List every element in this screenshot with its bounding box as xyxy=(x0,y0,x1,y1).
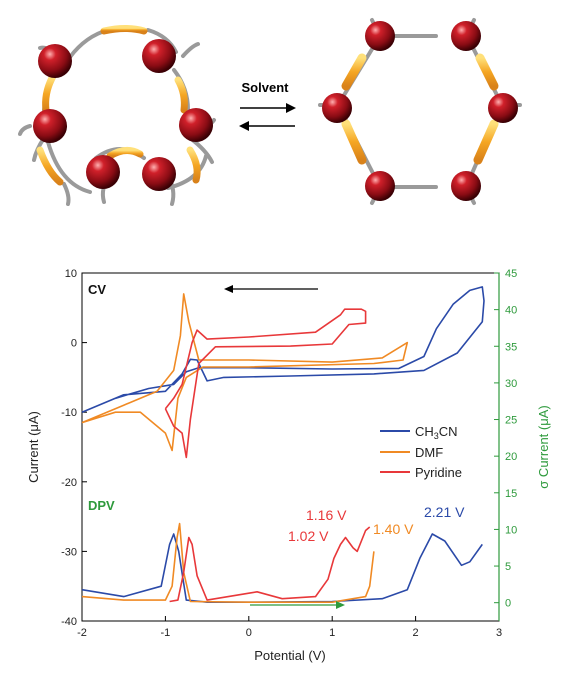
x-axis: -2 -1 0 1 2 3 xyxy=(77,616,502,639)
series-dpv-pyridine xyxy=(169,526,371,603)
y2-tick-label: 30 xyxy=(505,378,517,390)
y2-axis: 45 40 35 30 25 20 15 10 5 0 xyxy=(494,268,517,621)
svg-text:CH3CN: CH3CN xyxy=(415,424,458,441)
y-tick-label: -20 xyxy=(61,477,77,489)
y-tick-label: -40 xyxy=(61,616,77,628)
x-tick-label: 2 xyxy=(413,627,419,639)
y-tick-label: -30 xyxy=(61,546,77,558)
legend-entry-ch3cn: CH3CN xyxy=(380,424,458,441)
x-tick-label: 3 xyxy=(496,627,502,639)
x-tick-label: -1 xyxy=(161,627,171,639)
series-cv-pyridine xyxy=(164,308,367,459)
chart: -2 -1 0 1 2 3 100-10-20-30-40 454035302520151… xyxy=(26,268,551,663)
legend-label-ch3cn-sub: 3 xyxy=(434,431,439,441)
x-tick-label: 0 xyxy=(246,627,252,639)
solvent-label: Solvent xyxy=(242,80,290,95)
legend-label-pyridine: Pyridine xyxy=(415,465,462,480)
x-tick-label: 1 xyxy=(329,627,335,639)
y2-tick-label: 40 xyxy=(505,305,517,317)
legend-entry-dmf: DMF xyxy=(380,445,443,460)
y2-axis-title: σ Current (μA) xyxy=(536,405,551,488)
legend-label-dmf: DMF xyxy=(415,445,443,460)
cv-scan-arrow xyxy=(224,285,318,293)
legend-label-ch3cn-rest: CN xyxy=(439,424,458,439)
y-tick-label: 0 xyxy=(71,338,77,350)
legend-label-ch3cn: CH xyxy=(415,424,434,439)
y-tick-label: -10 xyxy=(61,407,77,419)
annotation-2-21v: 2.21 V xyxy=(424,504,465,520)
y-tick-label: 10 xyxy=(65,268,77,280)
y2-tick-label: 0 xyxy=(505,598,511,610)
y2-tick-label: 5 xyxy=(505,561,511,573)
x-axis-title: Potential (V) xyxy=(254,648,326,663)
y2-tick-label: 15 xyxy=(505,488,517,500)
x-tick-label: -2 xyxy=(77,627,87,639)
y-axis: 10 0 -10 -20 -30 -40 xyxy=(61,268,87,628)
series-cv-ch3cn xyxy=(81,286,485,413)
equilibrium-arrows: Solvent xyxy=(239,80,296,131)
triangle-schematic xyxy=(18,25,216,206)
y-axis-title: Current (μA) xyxy=(26,411,41,483)
y2-tick-label: 35 xyxy=(505,341,517,353)
legend: CH3CN DMF Pyridine xyxy=(380,424,462,480)
cv-panel-label: CV xyxy=(88,282,106,297)
series-cv-dmf xyxy=(81,293,409,452)
series-dpv-dmf xyxy=(81,522,375,603)
legend-entry-pyridine: Pyridine xyxy=(380,465,462,480)
y2-tick-label: 20 xyxy=(505,451,517,463)
annotation-1-02v: 1.02 V xyxy=(288,528,329,544)
series-dpv-ch3cn xyxy=(81,533,483,603)
dpv-scan-arrow xyxy=(250,601,345,609)
y2-tick-label: 10 xyxy=(505,524,517,536)
y2-tick-label: 45 xyxy=(505,268,517,280)
y2-tick-label: 25 xyxy=(505,415,517,427)
annotation-1-16v: 1.16 V xyxy=(306,507,347,523)
hexagon-schematic xyxy=(318,18,522,205)
dpv-panel-label: DPV xyxy=(88,498,115,513)
annotation-1-40v: 1.40 V xyxy=(373,521,414,537)
series-layer xyxy=(81,286,485,603)
